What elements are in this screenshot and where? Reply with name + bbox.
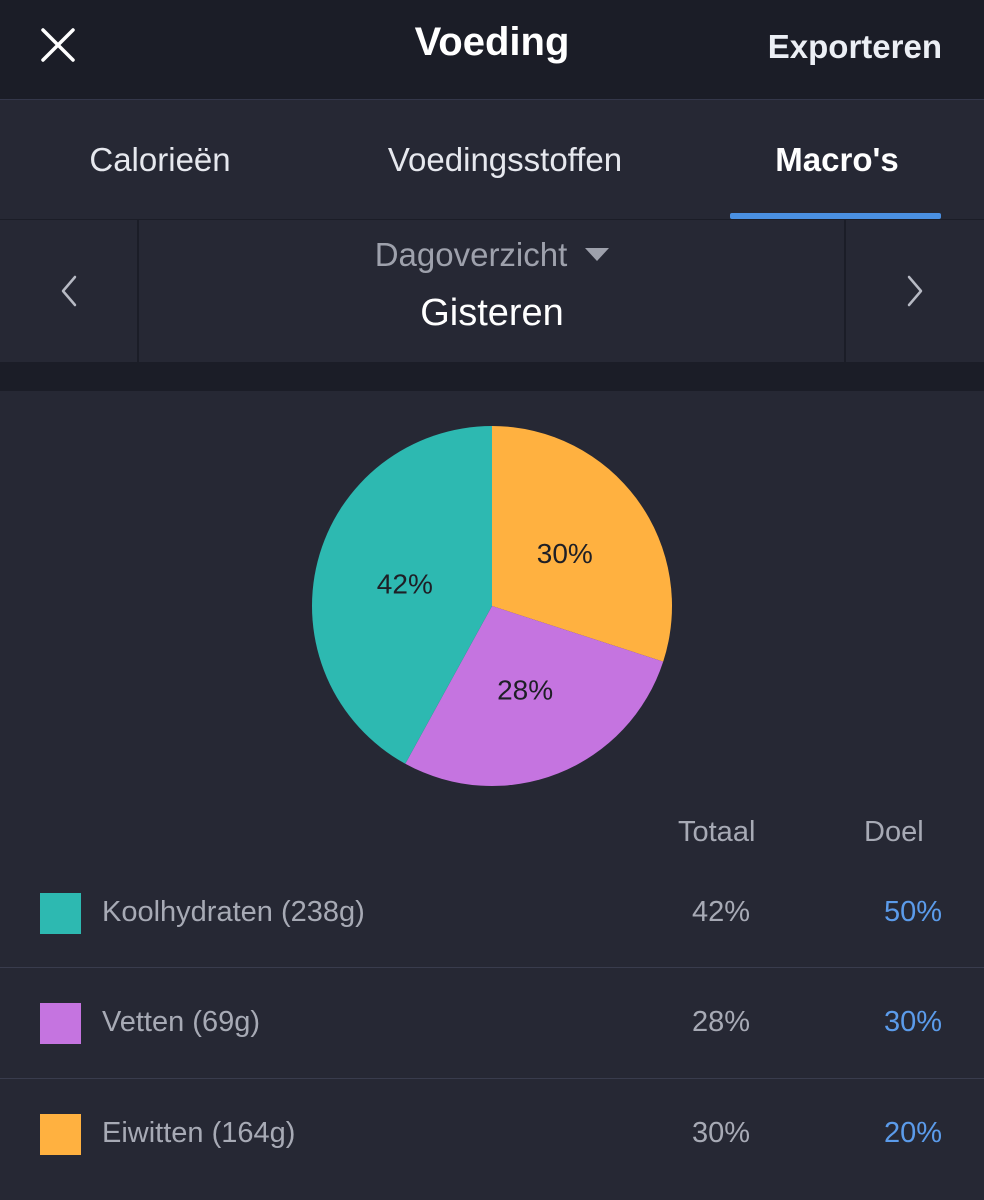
goal-column-header: Doel — [864, 816, 924, 848]
macro-goal[interactable]: 50% — [883, 896, 942, 928]
macro-row-carbs[interactable]: Koolhydraten (238g) 42% 50% — [0, 858, 984, 969]
period-dropdown[interactable]: Dagoverzicht — [141, 236, 843, 274]
pie-slice-koolhydraten — [311, 426, 492, 764]
tab-nutrients[interactable]: Voedingsstoffen — [387, 141, 623, 178]
export-button[interactable]: Exporteren — [767, 28, 942, 65]
macro-total: 30% — [692, 1117, 751, 1149]
next-day-button[interactable] — [844, 220, 984, 362]
pie-label-koolhydraten: 42% — [377, 569, 433, 600]
macro-total: 28% — [692, 1006, 751, 1038]
macro-row-fats[interactable]: Vetten (69g) 28% 30% — [0, 968, 984, 1079]
top-bar: Voeding Exporteren — [0, 0, 984, 100]
tab-bar: Calorieën Voedingsstoffen Macro's — [0, 100, 984, 220]
date-label: Gisteren — [420, 292, 564, 334]
carbs-color-swatch — [40, 893, 81, 934]
row-divider — [0, 1078, 984, 1079]
date-navigation: Dagoverzicht Gisteren — [0, 220, 984, 362]
close-icon — [41, 28, 75, 62]
pie-slice-eiwitten — [492, 426, 672, 662]
macro-label: Koolhydraten (238g) — [102, 896, 365, 928]
active-tab-indicator — [730, 213, 941, 219]
proteins-color-swatch — [40, 1114, 81, 1155]
macro-label: Vetten (69g) — [102, 1006, 260, 1038]
macros-content: 30% 28% 42% Totaal Doel Koolhydraten (238g… — [0, 391, 984, 1200]
total-column-header: Totaal — [678, 816, 756, 848]
previous-day-button[interactable] — [0, 220, 139, 362]
pie-label-eiwitten: 30% — [537, 538, 593, 569]
pie-slice-vetten — [405, 606, 664, 786]
macro-total: 42% — [692, 896, 751, 928]
caret-down-icon — [585, 248, 610, 261]
macro-pie-chart: 30% 28% 42% — [311, 426, 672, 786]
close-button[interactable] — [30, 20, 86, 70]
row-divider — [0, 967, 984, 968]
tab-calories[interactable]: Calorieën — [89, 141, 231, 178]
macro-goal[interactable]: 30% — [883, 1006, 942, 1038]
chevron-right-icon — [907, 275, 923, 307]
macro-label: Eiwitten (164g) — [102, 1117, 296, 1149]
fats-color-swatch — [40, 1003, 81, 1044]
period-selector[interactable]: Dagoverzicht Gisteren — [141, 220, 843, 362]
tab-macros[interactable]: Macro's — [775, 141, 899, 178]
period-label: Dagoverzicht — [374, 236, 568, 273]
chevron-left-icon — [61, 275, 76, 307]
section-separator — [0, 362, 984, 391]
pie-label-vetten: 28% — [497, 675, 553, 706]
macro-goal[interactable]: 20% — [883, 1117, 942, 1149]
macro-row-proteins[interactable]: Eiwitten (164g) 30% 20% — [0, 1079, 984, 1190]
